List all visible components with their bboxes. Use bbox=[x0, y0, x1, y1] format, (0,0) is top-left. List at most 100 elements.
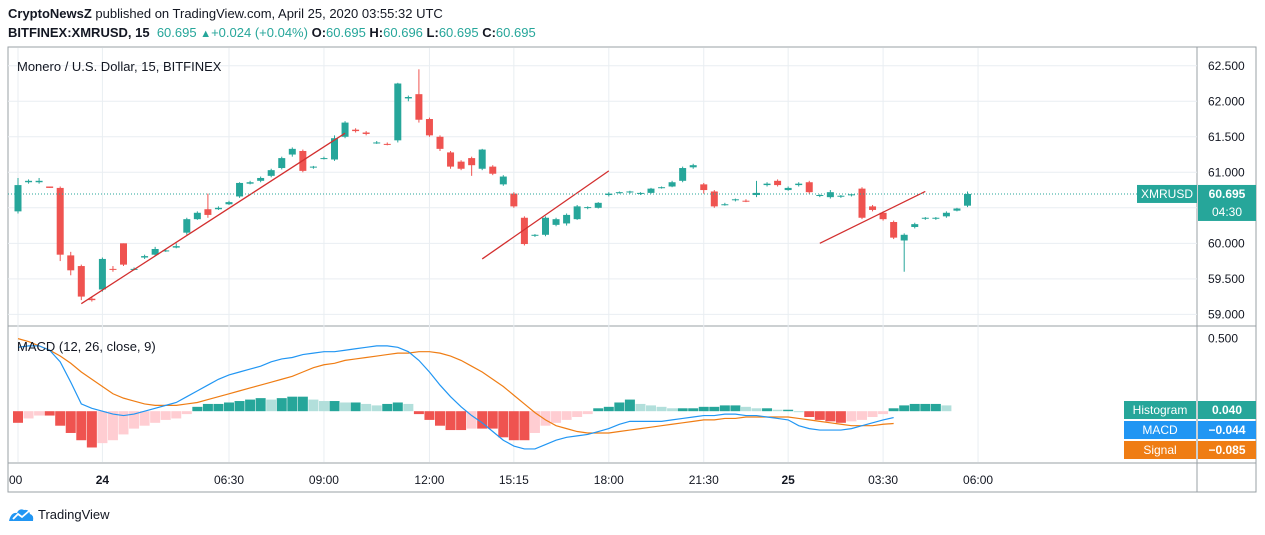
candle-down[interactable] bbox=[120, 243, 127, 265]
candle-down[interactable] bbox=[510, 193, 518, 207]
trendline[interactable] bbox=[80, 132, 346, 305]
candle-down[interactable] bbox=[56, 187, 64, 255]
candle-up[interactable] bbox=[478, 149, 486, 169]
candle-down[interactable] bbox=[447, 152, 455, 167]
candle-up[interactable] bbox=[900, 234, 908, 241]
candle-down[interactable] bbox=[109, 268, 117, 270]
tradingview-branding[interactable]: TradingView bbox=[8, 506, 110, 522]
candle-up[interactable] bbox=[689, 165, 697, 168]
candle-up[interactable] bbox=[214, 207, 222, 210]
candle-down[interactable] bbox=[520, 217, 528, 245]
candle-up[interactable] bbox=[795, 183, 803, 186]
candle-up[interactable] bbox=[626, 191, 634, 193]
candle-down[interactable] bbox=[700, 184, 708, 191]
candle-up[interactable] bbox=[331, 138, 338, 160]
candle-up[interactable] bbox=[14, 185, 22, 212]
candle-up[interactable] bbox=[98, 258, 106, 290]
candle-down[interactable] bbox=[805, 182, 813, 193]
candle-up[interactable] bbox=[573, 206, 581, 220]
close-label: C: bbox=[482, 25, 496, 40]
candle-down[interactable] bbox=[489, 166, 497, 174]
candle-up[interactable] bbox=[731, 199, 739, 201]
candle-down[interactable] bbox=[46, 186, 54, 188]
candle-up[interactable] bbox=[162, 250, 170, 252]
candle-up[interactable] bbox=[267, 170, 275, 176]
candle-down[interactable] bbox=[425, 119, 433, 136]
trendline[interactable] bbox=[481, 170, 610, 260]
candle-down[interactable] bbox=[352, 129, 360, 132]
candle-down[interactable] bbox=[890, 222, 898, 238]
candle-up[interactable] bbox=[911, 224, 919, 227]
candle-up[interactable] bbox=[404, 97, 412, 99]
candle-down[interactable] bbox=[457, 161, 465, 169]
candle-up[interactable] bbox=[531, 234, 539, 236]
candle-up[interactable] bbox=[288, 148, 296, 155]
candle-up[interactable] bbox=[499, 176, 507, 185]
candle-down[interactable] bbox=[415, 94, 423, 120]
candle-up[interactable] bbox=[257, 177, 265, 181]
candle-up[interactable] bbox=[584, 207, 592, 209]
macd-line[interactable] bbox=[17, 345, 894, 450]
candle-up[interactable] bbox=[647, 188, 655, 193]
candle-up[interactable] bbox=[964, 193, 971, 206]
candle-up[interactable] bbox=[921, 217, 929, 219]
candle-down[interactable] bbox=[774, 180, 782, 186]
candle-up[interactable] bbox=[615, 192, 623, 194]
candle-down[interactable] bbox=[436, 136, 444, 149]
candle-down[interactable] bbox=[77, 266, 85, 297]
candle-down[interactable] bbox=[710, 191, 718, 207]
histogram-bar bbox=[751, 408, 762, 412]
candle-up[interactable] bbox=[763, 183, 771, 186]
candle-up[interactable] bbox=[942, 212, 950, 217]
candle-down[interactable] bbox=[879, 212, 887, 220]
candle-down[interactable] bbox=[468, 158, 476, 166]
candle-down[interactable] bbox=[869, 206, 877, 210]
candle-up[interactable] bbox=[753, 192, 760, 196]
grid-lines bbox=[8, 48, 1197, 462]
trendline[interactable] bbox=[819, 190, 926, 244]
candle-up[interactable] bbox=[172, 246, 180, 248]
candle-up[interactable] bbox=[658, 187, 666, 189]
candle-up[interactable] bbox=[320, 158, 328, 160]
candle-up[interactable] bbox=[721, 204, 729, 206]
price-pane[interactable] bbox=[8, 69, 1197, 305]
candle-up[interactable] bbox=[193, 212, 201, 220]
candle-down[interactable] bbox=[88, 298, 96, 301]
candle-up[interactable] bbox=[309, 166, 317, 168]
candle-up[interactable] bbox=[953, 208, 961, 211]
candle-up[interactable] bbox=[141, 256, 149, 258]
candle-up[interactable] bbox=[679, 168, 687, 181]
candle-up[interactable] bbox=[784, 187, 792, 191]
candle-up[interactable] bbox=[668, 182, 676, 187]
candle-up[interactable] bbox=[236, 182, 244, 197]
candle-down[interactable] bbox=[362, 132, 370, 134]
candle-up[interactable] bbox=[373, 142, 381, 144]
candle-up[interactable] bbox=[816, 195, 824, 197]
candle-down[interactable] bbox=[67, 255, 75, 271]
candle-up[interactable] bbox=[246, 182, 254, 184]
candle-up[interactable] bbox=[225, 202, 233, 205]
candle-up[interactable] bbox=[35, 180, 43, 183]
candle-up[interactable] bbox=[151, 249, 159, 255]
candle-up[interactable] bbox=[183, 219, 191, 233]
candle-up[interactable] bbox=[394, 83, 402, 141]
candle-down[interactable] bbox=[204, 209, 212, 215]
candle-up[interactable] bbox=[542, 217, 549, 235]
candle-up[interactable] bbox=[341, 122, 349, 137]
candle-up[interactable] bbox=[278, 158, 286, 169]
candle-down[interactable] bbox=[742, 200, 750, 202]
candle-up[interactable] bbox=[552, 219, 560, 225]
histogram-bar bbox=[160, 411, 171, 420]
candle-down[interactable] bbox=[858, 188, 866, 218]
candle-up[interactable] bbox=[826, 192, 834, 198]
candle-up[interactable] bbox=[563, 214, 571, 224]
candle-up[interactable] bbox=[636, 192, 644, 194]
candle-up[interactable] bbox=[932, 217, 940, 219]
macd-pane[interactable] bbox=[13, 338, 952, 450]
candle-up[interactable] bbox=[837, 195, 845, 197]
candle-up[interactable] bbox=[847, 194, 855, 196]
candle-up[interactable] bbox=[594, 202, 602, 208]
candle-up[interactable] bbox=[25, 180, 33, 183]
candle-down[interactable] bbox=[383, 143, 391, 145]
